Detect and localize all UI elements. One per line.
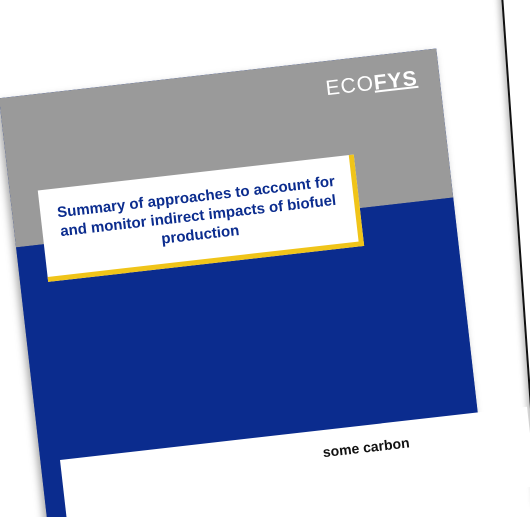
logo-prefix: ECO <box>324 71 376 101</box>
partial-body-text: some carbon <box>321 434 411 461</box>
logo-strong: FYS <box>372 66 419 95</box>
report-title: Summary of approaches to account for and… <box>56 172 338 248</box>
